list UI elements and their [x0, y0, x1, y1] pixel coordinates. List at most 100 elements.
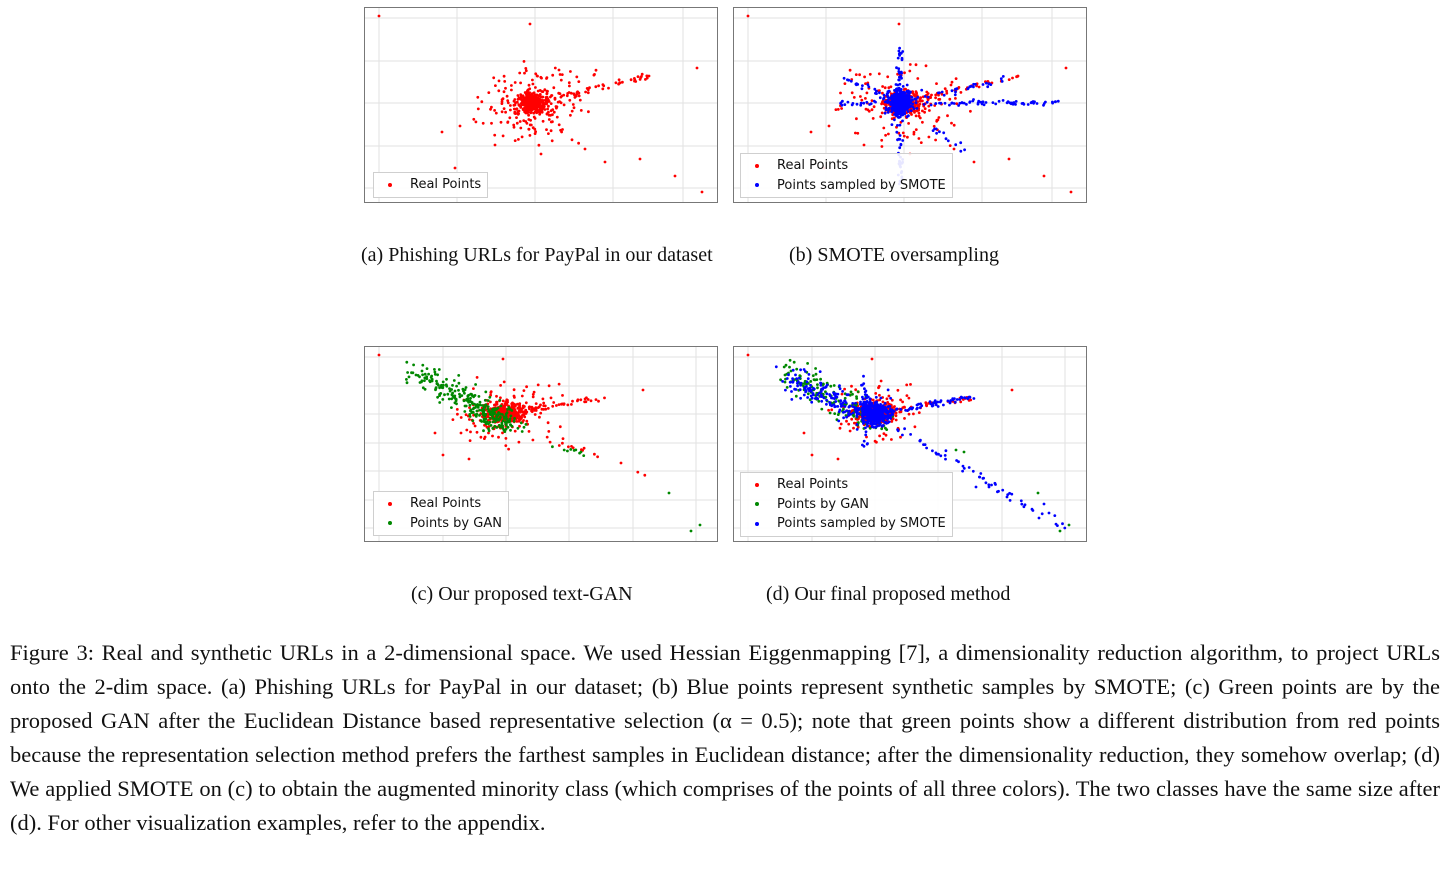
gan-point — [816, 386, 819, 390]
real-point — [554, 105, 558, 108]
real-point — [539, 152, 543, 156]
smote-point — [962, 467, 966, 470]
real-point — [921, 99, 924, 103]
real-point — [531, 97, 534, 100]
smote-point — [934, 403, 938, 407]
real-point — [946, 114, 949, 118]
gan-point — [450, 406, 453, 409]
real-point — [855, 117, 858, 121]
real-point — [890, 117, 894, 121]
gan-point — [487, 427, 490, 431]
smote-point — [820, 395, 824, 398]
smote-point — [898, 134, 902, 137]
smote-point — [897, 52, 901, 56]
smote-marker-icon — [755, 183, 759, 188]
gan-point — [484, 403, 488, 407]
real-point — [456, 412, 459, 416]
real-point — [874, 392, 878, 395]
smote-point — [847, 78, 851, 82]
smote-point — [1053, 514, 1057, 517]
smote-point — [884, 409, 887, 412]
smote-point — [952, 102, 956, 105]
gan-point — [494, 420, 497, 423]
real-point — [538, 102, 541, 106]
smote-point — [891, 101, 895, 105]
gan-point — [455, 402, 458, 406]
real-point — [852, 96, 856, 99]
smote-point — [931, 129, 935, 132]
gan-point — [506, 425, 510, 429]
real-point — [455, 408, 459, 411]
real-point — [549, 129, 553, 133]
smote-point — [872, 421, 875, 425]
real-point — [472, 422, 475, 425]
real-point — [542, 104, 546, 108]
real-point — [896, 388, 900, 392]
real-point — [560, 73, 564, 76]
gan-point — [474, 415, 478, 418]
real-point — [547, 384, 551, 388]
smote-point — [885, 93, 889, 97]
real-point — [512, 107, 516, 111]
real-point — [513, 139, 517, 143]
smote-point — [882, 93, 886, 97]
gan-point — [463, 404, 467, 408]
real-point — [536, 383, 540, 387]
gan-point — [495, 407, 498, 411]
real-point — [948, 144, 952, 148]
legend-item-real: Real Points — [745, 156, 946, 176]
real-point — [539, 411, 543, 415]
gan-point — [429, 376, 433, 379]
real-point — [810, 453, 814, 457]
real-point — [537, 143, 541, 147]
smote-point — [990, 483, 993, 487]
smote-point — [1053, 100, 1057, 104]
smote-point — [942, 403, 945, 407]
gan-point — [520, 430, 524, 433]
gan-point — [445, 384, 449, 388]
smote-point — [866, 83, 870, 86]
smote-point — [920, 88, 924, 92]
gan-point — [457, 374, 461, 377]
real-point — [865, 91, 869, 95]
real-point — [517, 104, 521, 107]
gan-point — [856, 390, 860, 393]
smote-point — [946, 139, 950, 143]
real-point — [560, 94, 564, 98]
real-point — [506, 120, 510, 124]
real-point — [928, 109, 931, 112]
smote-point — [934, 102, 938, 105]
gan-point — [468, 413, 472, 416]
gan-point — [460, 394, 464, 397]
gan-point — [551, 445, 554, 449]
real-point — [467, 457, 471, 461]
real-point — [643, 473, 647, 477]
real-point — [530, 94, 534, 98]
smote-point — [1037, 516, 1041, 520]
gan-point — [498, 398, 502, 402]
real-point — [918, 98, 922, 102]
real-point — [521, 410, 525, 414]
gan-point — [667, 491, 671, 495]
real-point — [521, 98, 525, 102]
smote-point — [832, 403, 836, 406]
smote-point — [901, 113, 904, 117]
real-point — [531, 395, 535, 399]
gan-point — [819, 377, 822, 381]
smote-point — [971, 99, 975, 103]
real-point — [926, 92, 930, 95]
smote-point — [874, 91, 877, 95]
smote-point — [886, 388, 890, 392]
real-point — [534, 402, 538, 405]
smote-point — [862, 422, 865, 425]
gan-point — [789, 369, 793, 373]
real-point — [533, 413, 537, 416]
gan-point — [454, 397, 458, 401]
gan-point — [471, 419, 475, 423]
smote-point — [812, 387, 815, 390]
smote-point — [1042, 103, 1045, 107]
smote-point — [1010, 492, 1014, 496]
gan-point — [447, 397, 451, 401]
smote-point — [938, 130, 941, 134]
smote-point — [898, 89, 901, 92]
